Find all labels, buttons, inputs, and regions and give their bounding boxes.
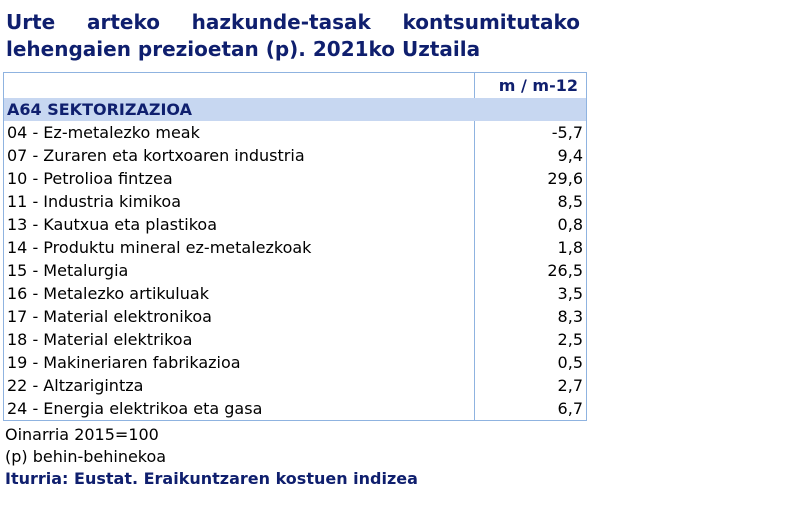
- table-header-row: m / m-12: [3, 72, 587, 98]
- row-value: 1,8: [474, 236, 587, 259]
- row-value: 0,8: [474, 213, 587, 236]
- table-row: 10 - Petrolioa fintzea 29,6: [3, 167, 587, 190]
- table-row: 24 - Energia elektrikoa eta gasa 6,7: [3, 397, 587, 421]
- row-label: 18 - Material elektrikoa: [3, 328, 475, 351]
- row-label: 11 - Industria kimikoa: [3, 190, 475, 213]
- row-label: 17 - Material elektronikoa: [3, 305, 475, 328]
- row-label: 15 - Metalurgia: [3, 259, 475, 282]
- table-row: 11 - Industria kimikoa 8,5: [3, 190, 587, 213]
- row-value: 8,5: [474, 190, 587, 213]
- row-value: 26,5: [474, 259, 587, 282]
- row-label: 24 - Energia elektrikoa eta gasa: [3, 397, 475, 421]
- row-label: 07 - Zuraren eta kortxoaren industria: [3, 144, 475, 167]
- row-value: 2,5: [474, 328, 587, 351]
- row-value: 8,3: [474, 305, 587, 328]
- row-value: 6,7: [474, 397, 587, 421]
- column-header: m / m-12: [474, 72, 587, 98]
- data-table: m / m-12 A64 SEKTORIZAZIOA 04 - Ez-metal…: [3, 72, 587, 421]
- row-value: 29,6: [474, 167, 587, 190]
- data-table-container: m / m-12 A64 SEKTORIZAZIOA 04 - Ez-metal…: [3, 72, 587, 421]
- provisional-note: (p) behin-behinekoa: [5, 447, 167, 466]
- table-row: 16 - Metalezko artikuluak 3,5: [3, 282, 587, 305]
- table-row: 15 - Metalurgia 26,5: [3, 259, 587, 282]
- row-value: -5,7: [474, 121, 587, 144]
- row-label: 04 - Ez-metalezko meak: [3, 121, 475, 144]
- table-row: 19 - Makineriaren fabrikazioa 0,5: [3, 351, 587, 374]
- row-value: 9,4: [474, 144, 587, 167]
- table-row: 22 - Altzarigintza 2,7: [3, 374, 587, 397]
- page-title: Urte arteko hazkunde-tasak kontsumitutak…: [6, 10, 580, 61]
- row-label: 14 - Produktu mineral ez-metalezkoak: [3, 236, 475, 259]
- section-row: A64 SEKTORIZAZIOA: [3, 98, 587, 121]
- table-row: 17 - Material elektronikoa 8,3: [3, 305, 587, 328]
- base-note: Oinarria 2015=100: [5, 425, 159, 444]
- source-note: Iturria: Eustat. Eraikuntzaren kostuen i…: [5, 469, 418, 488]
- row-value: 2,7: [474, 374, 587, 397]
- table-row: 14 - Produktu mineral ez-metalezkoak 1,8: [3, 236, 587, 259]
- row-label: 22 - Altzarigintza: [3, 374, 475, 397]
- table-row: 04 - Ez-metalezko meak -5,7: [3, 121, 587, 144]
- table-row: 07 - Zuraren eta kortxoaren industria 9,4: [3, 144, 587, 167]
- row-value: 0,5: [474, 351, 587, 374]
- row-label: 13 - Kautxua eta plastikoa: [3, 213, 475, 236]
- table-row: 13 - Kautxua eta plastikoa 0,8: [3, 213, 587, 236]
- row-label: 16 - Metalezko artikuluak: [3, 282, 475, 305]
- row-value: 3,5: [474, 282, 587, 305]
- row-label: 10 - Petrolioa fintzea: [3, 167, 475, 190]
- header-blank-cell: [3, 72, 475, 98]
- row-label: 19 - Makineriaren fabrikazioa: [3, 351, 475, 374]
- table-row: 18 - Material elektrikoa 2,5: [3, 328, 587, 351]
- footnotes: Oinarria 2015=100 (p) behin-behinekoa It…: [5, 424, 418, 490]
- section-label: A64 SEKTORIZAZIOA: [3, 98, 587, 121]
